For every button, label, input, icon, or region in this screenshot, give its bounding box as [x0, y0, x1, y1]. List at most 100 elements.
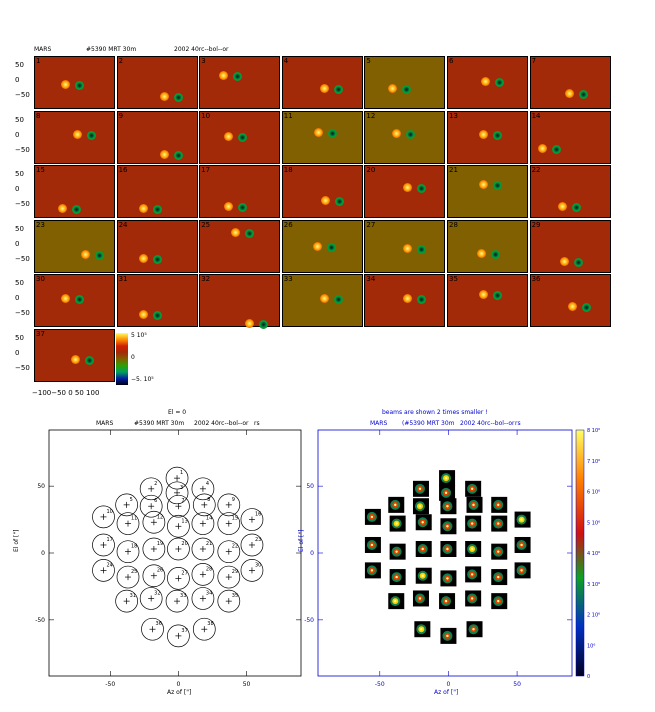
- positive-source-blob: [70, 355, 80, 365]
- beam-circle: [191, 512, 215, 535]
- beam-circle: [191, 477, 215, 501]
- map-panel-14: 14: [529, 110, 611, 164]
- beam-circle: [240, 559, 264, 582]
- map-panel-26: 26: [281, 219, 363, 273]
- right-plot-xlabel: Az of ["]: [434, 689, 459, 696]
- map-panel-18: 18: [281, 165, 363, 218]
- beam-label: 20: [181, 541, 187, 547]
- positive-source-blob: [57, 204, 67, 214]
- right-plot-sub-tail: rs: [515, 420, 521, 427]
- negative-source-blob: [333, 84, 343, 94]
- map-panel-15: 15: [34, 165, 115, 218]
- beam-circle: [167, 514, 190, 538]
- map-panel-number: 12: [366, 111, 376, 120]
- beam-circle: [191, 537, 215, 561]
- map-panel-number: 10: [201, 111, 211, 120]
- negative-source-blob: [326, 243, 336, 252]
- grid-y-tick: −50: [15, 309, 30, 317]
- beam-label: 28: [206, 566, 212, 572]
- right-plot-ylabel: El of ["]: [298, 529, 305, 553]
- map-panel-13: 13: [447, 110, 528, 164]
- map-panel-24: 24: [116, 219, 198, 273]
- negative-source-blob: [152, 310, 162, 320]
- map-panel-21: 21: [447, 165, 528, 218]
- colorbar-mid-label: 0: [131, 354, 135, 361]
- beam-circle: [115, 589, 138, 613]
- beam-circle: [139, 494, 163, 518]
- grid-y-tick: −50: [15, 145, 30, 154]
- negative-source-blob: [153, 254, 163, 264]
- map-panel-number: 23: [36, 220, 45, 229]
- map-panel-number: 33: [283, 275, 293, 283]
- grid-y-tick: −50: [15, 254, 30, 263]
- beam-label: 12: [157, 514, 163, 520]
- negative-source-blob: [74, 294, 84, 304]
- map-panel-number: 21: [449, 166, 458, 174]
- map-panel-25: 25: [199, 219, 281, 273]
- positive-source-blob: [159, 91, 169, 101]
- beam-label: 31: [130, 593, 136, 599]
- grid-y-tick: 0: [15, 348, 20, 357]
- map-panel-number: 15: [36, 166, 45, 174]
- beam-circle: [217, 512, 241, 535]
- map-panel-number: 36: [531, 275, 541, 283]
- right-plot-sub-source: MARS: [370, 420, 388, 427]
- positive-source-blob: [567, 301, 577, 311]
- beam-label: 16: [255, 512, 261, 518]
- negative-source-blob: [417, 184, 427, 194]
- colorbar-top-label: 5 10⁵: [131, 332, 147, 339]
- map-panel-9: 9: [116, 110, 198, 164]
- beam-label: 34: [206, 590, 212, 596]
- beam-label: 36: [156, 621, 162, 627]
- negative-source-blob: [581, 302, 591, 312]
- positive-source-blob: [479, 179, 489, 189]
- beam-label: 15: [232, 516, 238, 522]
- beam-label: 29: [232, 569, 238, 575]
- map-panel-number: 31: [118, 275, 128, 283]
- beam-circle: [192, 493, 216, 517]
- negative-source-blob: [237, 203, 247, 213]
- beam-label: 11: [131, 516, 137, 522]
- map-panel-number: 26: [283, 220, 293, 229]
- beam-label: 38: [207, 621, 213, 627]
- left-plot-title: El = 0: [168, 409, 187, 416]
- positive-source-blob: [319, 293, 329, 303]
- beam-label: 37: [181, 628, 187, 634]
- positive-source-blob: [319, 83, 329, 93]
- left-axis-frame: [48, 429, 302, 677]
- beam-circle: [167, 494, 190, 518]
- negative-source-blob: [233, 71, 243, 81]
- positive-source-blob: [479, 289, 489, 299]
- positive-source-blob: [403, 183, 413, 193]
- negative-source-blob: [86, 131, 96, 141]
- colorbar-bottom-label: −5. 10⁵: [131, 376, 154, 383]
- map-panel-number: 14: [531, 111, 541, 120]
- beam-label: 22: [232, 544, 238, 550]
- beam-circle: [191, 587, 215, 610]
- grid-y-tick: 0: [15, 294, 20, 302]
- map-panel-22: 22: [529, 165, 611, 218]
- beam-label: 27: [181, 570, 187, 576]
- map-panel-7: 7: [529, 56, 611, 109]
- map-panel-number: 3: [201, 57, 206, 65]
- grid-y-tick: 0: [15, 185, 20, 193]
- negative-source-blob: [333, 294, 343, 304]
- beam-label: 26: [157, 568, 163, 574]
- grid-y-tick: 0: [15, 130, 20, 139]
- grid-colorbar: [116, 333, 128, 385]
- grid-y-tick: 50: [15, 61, 24, 69]
- map-panel-number: 2: [118, 57, 124, 65]
- map-panel-number: 35: [449, 275, 458, 283]
- map-panel-35: 35: [447, 274, 528, 327]
- left-plot-xlabel: Az of ["]: [167, 689, 192, 696]
- beam-label: 14: [206, 516, 212, 522]
- negative-source-blob: [491, 249, 501, 259]
- map-panel-28: 28: [447, 219, 528, 273]
- beam-circle: [139, 587, 163, 610]
- beam-circle: [217, 540, 241, 564]
- beam-circle: [141, 617, 164, 641]
- map-panel-number: 27: [366, 220, 376, 229]
- negative-source-blob: [417, 294, 427, 304]
- beam-label: 21: [206, 541, 212, 547]
- grid-y-tick: −50: [15, 363, 30, 372]
